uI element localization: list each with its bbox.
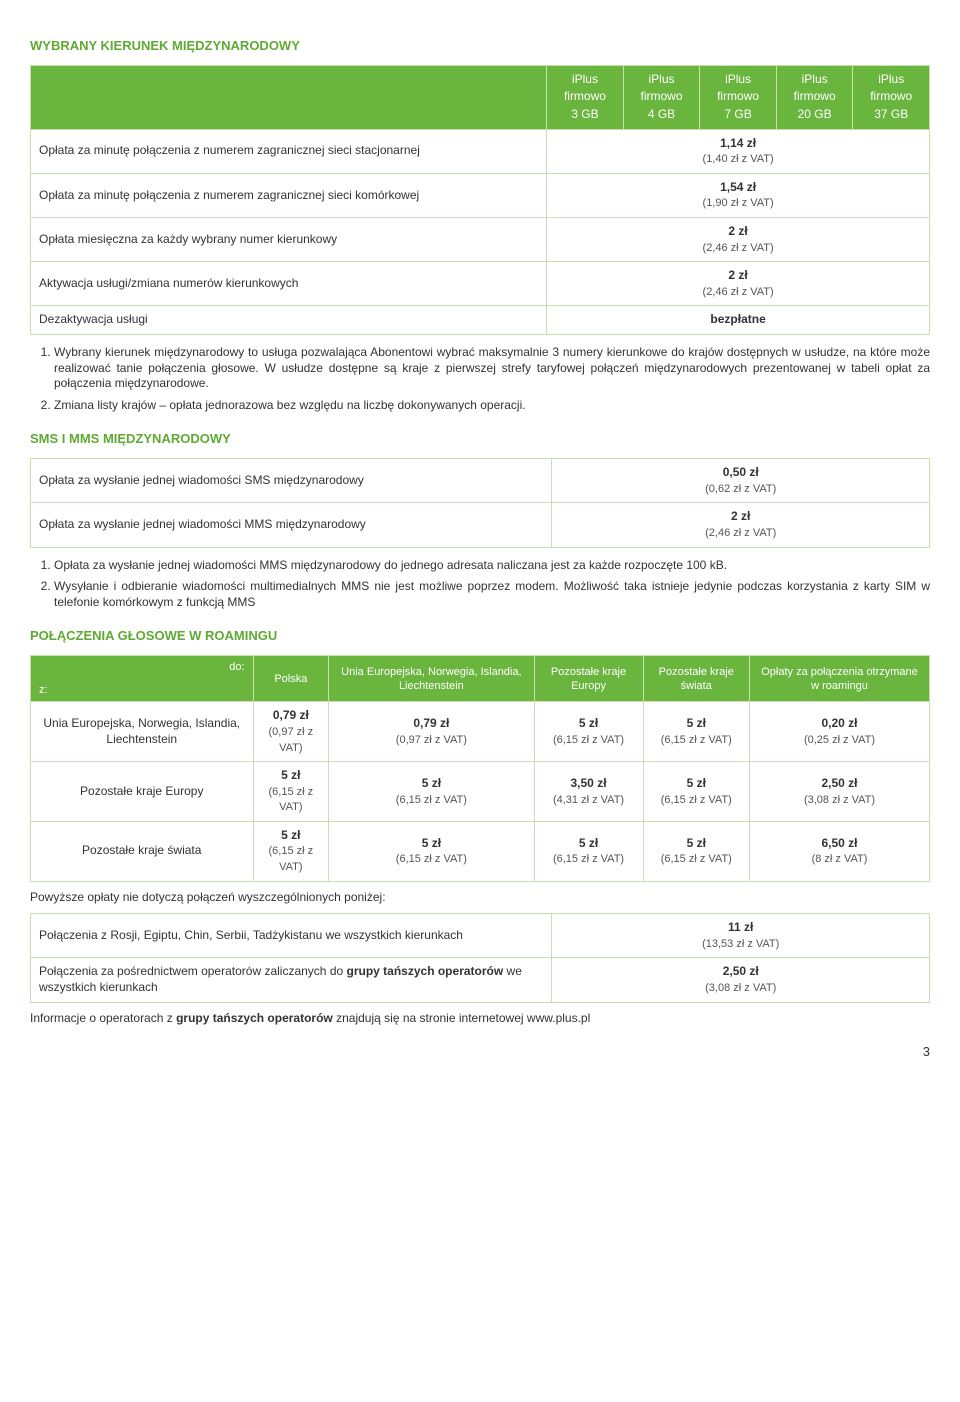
roaming-extra-table: Połączenia z Rosji, Egiptu, Chin, Serbii… — [30, 913, 930, 1002]
cell-value: 0,20 zł(0,25 zł z VAT) — [749, 702, 929, 762]
page-number: 3 — [30, 1044, 930, 1061]
table-row: Dezaktywacja usługibezpłatne — [31, 306, 930, 335]
roaming-col: Pozostałe kraje świata — [643, 656, 749, 702]
plan-bot: 7 GB — [700, 105, 777, 129]
plan-mid: firmowo — [623, 89, 700, 105]
roaming-below-para: Powyższe opłaty nie dotyczą połączeń wys… — [30, 890, 930, 906]
plan-mid: firmowo — [776, 89, 853, 105]
plan-top: iPlus — [700, 65, 777, 89]
row-value: 2 zł(2,46 zł z VAT) — [552, 503, 930, 547]
cell-value: 5 zł(6,15 zł z VAT) — [253, 821, 329, 881]
roaming-col: Polska — [253, 656, 329, 702]
plan-bot: 3 GB — [547, 105, 624, 129]
roaming-footer-para: Informacje o operatorach z grupy tańszyc… — [30, 1011, 930, 1027]
cell-value: 5 zł(6,15 zł z VAT) — [643, 762, 749, 822]
note-item: Wysyłanie i odbieranie wiadomości multim… — [54, 579, 930, 610]
cell-value: 6,50 zł(8 zł z VAT) — [749, 821, 929, 881]
row-value: 1,54 zł(1,90 zł z VAT) — [547, 173, 930, 217]
section-title-roaming: POŁĄCZENIA GŁOSOWE W ROAMINGU — [30, 628, 930, 645]
table-row: Pozostałe kraje Europy5 zł(6,15 zł z VAT… — [31, 762, 930, 822]
row-value: 11 zł(13,53 zł z VAT) — [552, 914, 930, 958]
cell-value: 0,79 zł(0,97 zł z VAT) — [253, 702, 329, 762]
row-value: bezpłatne — [547, 306, 930, 335]
wybrany-table: iPlus iPlus iPlus iPlus iPlus firmowo fi… — [30, 65, 930, 335]
cell-value: 5 zł(6,15 zł z VAT) — [643, 702, 749, 762]
row-value: 2 zł(2,46 zł z VAT) — [547, 262, 930, 306]
corner-z: z: — [39, 683, 48, 697]
table-row: Opłata za wysłanie jednej wiadomości SMS… — [31, 459, 930, 503]
row-label: Opłata za wysłanie jednej wiadomości MMS… — [31, 503, 552, 547]
row-label: Połączenia z Rosji, Egiptu, Chin, Serbii… — [31, 914, 552, 958]
plan-top: iPlus — [547, 65, 624, 89]
table-row: Unia Europejska, Norwegia, Islandia, Lie… — [31, 702, 930, 762]
cell-value: 5 zł(6,15 zł z VAT) — [643, 821, 749, 881]
note-item: Opłata za wysłanie jednej wiadomości MMS… — [54, 558, 930, 574]
wybrany-notes: Wybrany kierunek międzynarodowy to usług… — [54, 345, 930, 413]
row-label: Pozostałe kraje świata — [31, 821, 254, 881]
plan-mid: firmowo — [853, 89, 930, 105]
table-row: Pozostałe kraje świata5 zł(6,15 zł z VAT… — [31, 821, 930, 881]
cell-value: 5 zł(6,15 zł z VAT) — [329, 821, 534, 881]
roaming-col: Pozostałe kraje Europy — [534, 656, 643, 702]
row-label: Opłata za minutę połączenia z numerem za… — [31, 173, 547, 217]
plan-mid: firmowo — [700, 89, 777, 105]
row-value: 0,50 zł(0,62 zł z VAT) — [552, 459, 930, 503]
row-value: 2,50 zł(3,08 zł z VAT) — [552, 958, 930, 1002]
sms-table: Opłata za wysłanie jednej wiadomości SMS… — [30, 458, 930, 547]
roaming-header-row: do: z: Polska Unia Europejska, Norwegia,… — [31, 656, 930, 702]
plan-mid: firmowo — [547, 89, 624, 105]
plan-top: iPlus — [776, 65, 853, 89]
table-row: Połączenia z Rosji, Egiptu, Chin, Serbii… — [31, 914, 930, 958]
cell-value: 5 zł(6,15 zł z VAT) — [534, 821, 643, 881]
plan-header-row: iPlus iPlus iPlus iPlus iPlus — [31, 65, 930, 89]
row-label: Unia Europejska, Norwegia, Islandia, Lie… — [31, 702, 254, 762]
row-label: Opłata miesięczna za każdy wybrany numer… — [31, 218, 547, 262]
note-item: Zmiana listy krajów – opłata jednorazowa… — [54, 398, 930, 414]
table-row: Aktywacja usługi/zmiana numerów kierunko… — [31, 262, 930, 306]
table-row: Opłata za minutę połączenia z numerem za… — [31, 173, 930, 217]
corner-do: do: — [229, 660, 244, 674]
cell-value: 0,79 zł(0,97 zł z VAT) — [329, 702, 534, 762]
row-value: 2 zł(2,46 zł z VAT) — [547, 218, 930, 262]
plan-bot: 37 GB — [853, 105, 930, 129]
roaming-table: do: z: Polska Unia Europejska, Norwegia,… — [30, 655, 930, 881]
cell-value: 5 zł(6,15 zł z VAT) — [253, 762, 329, 822]
row-value: 1,14 zł(1,40 zł z VAT) — [547, 129, 930, 173]
section-title-sms: SMS I MMS MIĘDZYNARODOWY — [30, 431, 930, 448]
table-row: Połączenia za pośrednictwem operatorów z… — [31, 958, 930, 1002]
plan-bot: 4 GB — [623, 105, 700, 129]
roaming-col: Unia Europejska, Norwegia, Islandia, Lie… — [329, 656, 534, 702]
roaming-col: Opłaty za połączenia otrzymane w roaming… — [749, 656, 929, 702]
roaming-corner: do: z: — [31, 656, 254, 702]
cell-value: 5 zł(6,15 zł z VAT) — [534, 702, 643, 762]
section-title-wybrany: WYBRANY KIERUNEK MIĘDZYNARODOWY — [30, 38, 930, 55]
note-item: Wybrany kierunek międzynarodowy to usług… — [54, 345, 930, 392]
row-label: Pozostałe kraje Europy — [31, 762, 254, 822]
table-row: Opłata miesięczna za każdy wybrany numer… — [31, 218, 930, 262]
table-row: Opłata za minutę połączenia z numerem za… — [31, 129, 930, 173]
row-label: Opłata za wysłanie jednej wiadomości SMS… — [31, 459, 552, 503]
plan-top: iPlus — [623, 65, 700, 89]
row-label: Opłata za minutę połączenia z numerem za… — [31, 129, 547, 173]
row-label: Dezaktywacja usługi — [31, 306, 547, 335]
row-label: Aktywacja usługi/zmiana numerów kierunko… — [31, 262, 547, 306]
sms-notes: Opłata za wysłanie jednej wiadomości MMS… — [54, 558, 930, 611]
cell-value: 3,50 zł(4,31 zł z VAT) — [534, 762, 643, 822]
plan-bot: 20 GB — [776, 105, 853, 129]
cell-value: 2,50 zł(3,08 zł z VAT) — [749, 762, 929, 822]
cell-value: 5 zł(6,15 zł z VAT) — [329, 762, 534, 822]
row-label: Połączenia za pośrednictwem operatorów z… — [31, 958, 552, 1002]
plan-top: iPlus — [853, 65, 930, 89]
table-row: Opłata za wysłanie jednej wiadomości MMS… — [31, 503, 930, 547]
